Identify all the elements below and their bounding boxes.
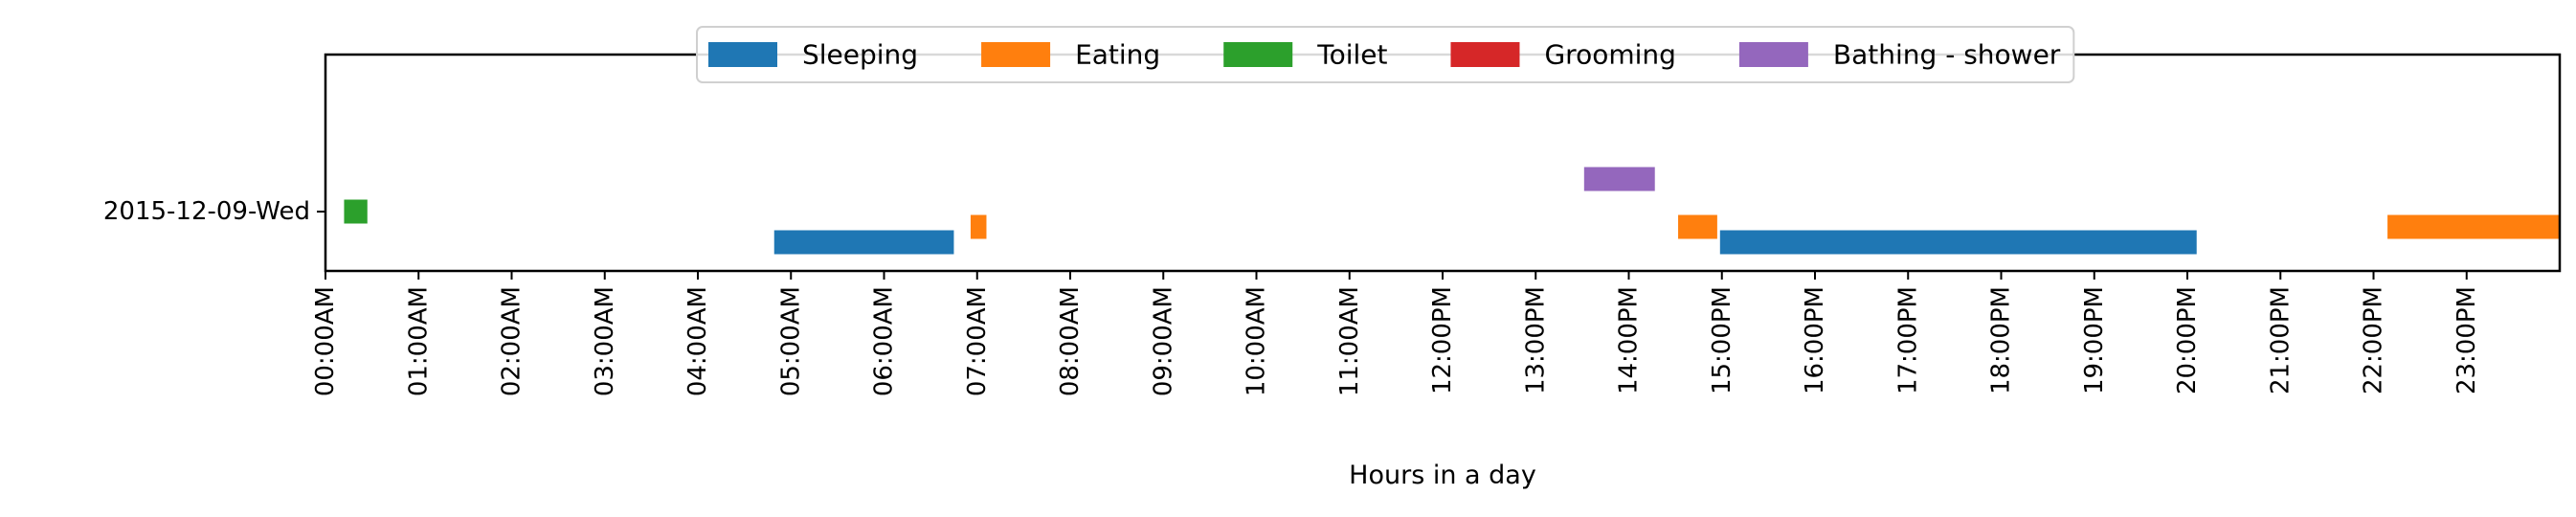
x-tick-label: 16:00PM — [1801, 286, 1829, 394]
legend-label: Eating — [1075, 39, 1160, 71]
x-tick-label: 10:00AM — [1243, 286, 1271, 396]
x-tick-label: 17:00PM — [1893, 286, 1922, 394]
legend-swatch-sleeping — [708, 42, 777, 67]
x-tick-label: 02:00AM — [498, 286, 526, 396]
x-tick-label: 22:00PM — [2360, 286, 2388, 394]
x-tick-label: 07:00AM — [963, 286, 992, 396]
legend-swatch-eating — [981, 42, 1051, 67]
legend-label: Toilet — [1316, 39, 1387, 71]
y-axis: 2015-12-09-Wed — [103, 197, 325, 226]
legend-swatch-bathing-shower — [1738, 42, 1808, 67]
x-tick-label: 12:00PM — [1428, 286, 1457, 394]
x-tick-label: 23:00PM — [2453, 286, 2481, 394]
x-axis: 00:00AM 01:00AM 02:00AM 03:00AM 04:00AM 05:00… — [311, 271, 2481, 396]
bar-eating-2 — [2387, 214, 2560, 239]
x-tick-label: 05:00AM — [776, 286, 805, 396]
legend-swatch-toilet — [1223, 42, 1293, 67]
x-tick-label: 21:00PM — [2266, 286, 2295, 394]
x-tick-label: 06:00AM — [870, 286, 899, 396]
bars-layer — [344, 167, 2560, 255]
legend-swatch-grooming — [1450, 42, 1520, 67]
x-tick-label: 20:00PM — [2173, 286, 2202, 394]
x-tick-label: 14:00PM — [1615, 286, 1644, 394]
bar-sleeping-1 — [1719, 230, 2197, 255]
legend-label: Grooming — [1544, 39, 1675, 71]
y-tick-label: 2015-12-09-Wed — [103, 197, 310, 226]
legend-label: Bathing - shower — [1833, 39, 2061, 71]
x-tick-label: 09:00AM — [1149, 286, 1177, 396]
x-tick-label: 00:00AM — [311, 286, 340, 396]
x-tick-label: 15:00PM — [1708, 286, 1736, 394]
x-tick-label: 13:00PM — [1521, 286, 1550, 394]
x-tick-label: 18:00PM — [1987, 286, 2016, 394]
x-tick-label: 01:00AM — [404, 286, 433, 396]
plot-frame — [324, 53, 2562, 273]
legend: Sleeping Eating Toilet Grooming Bathing - sh… — [696, 26, 2075, 83]
legend-label: Sleeping — [802, 39, 918, 71]
bar-eating-1 — [1678, 214, 1717, 239]
x-tick-label: 03:00AM — [591, 286, 619, 396]
x-tick-label: 04:00AM — [683, 286, 712, 396]
legend-box — [696, 26, 2075, 83]
x-tick-label: 08:00AM — [1056, 286, 1085, 396]
x-axis-label: Hours in a day — [1349, 461, 1536, 490]
bar-sleeping-0 — [773, 230, 954, 255]
x-tick-label: 11:00AM — [1335, 286, 1364, 396]
x-tick-label: 19:00PM — [2080, 286, 2109, 394]
bar-eating-0 — [970, 214, 987, 239]
bar-bathing-shower-0 — [1583, 167, 1655, 191]
bar-toilet-0 — [344, 199, 368, 224]
